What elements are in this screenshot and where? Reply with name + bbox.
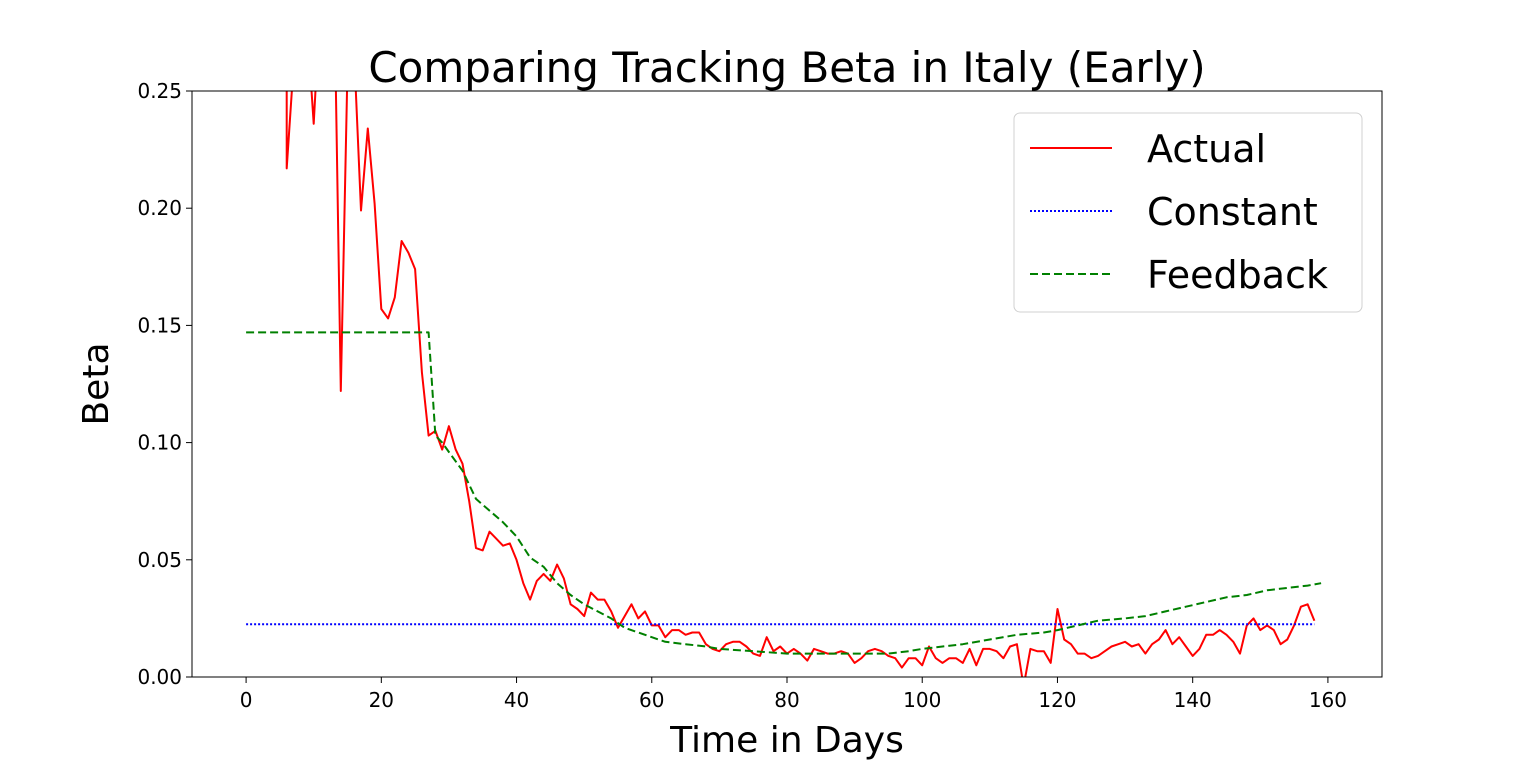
x-tick-label: 60 [639, 688, 664, 712]
x-tick-label: 40 [504, 688, 529, 712]
y-tick-label: 0.15 [137, 313, 182, 337]
legend-label: Actual [1147, 127, 1266, 171]
x-tick-label: 0 [240, 688, 253, 712]
x-axis-title: Time in Days [669, 720, 904, 761]
y-axis-title: Beta [76, 342, 117, 425]
axes-layer: 0 20 40 60 80 100 120 140 160 0.00 0.05 0.10 0.15 0.2… [137, 79, 1383, 712]
y-tick-label: 0.25 [137, 79, 182, 103]
legend-box [1013, 112, 1363, 313]
x-tick-label: 120 [1038, 688, 1076, 712]
legend-label: Feedback [1147, 253, 1328, 297]
y-tick-label: 0.20 [137, 196, 182, 220]
x-tick-label: 80 [774, 688, 799, 712]
legend: Actual Constant Feedback [1013, 112, 1363, 313]
chart-title: Comparing Tracking Beta in Italy (Early) [368, 43, 1205, 92]
x-tick-label: 20 [369, 688, 394, 712]
series-layer [246, 91, 1322, 677]
y-tick-label: 0.00 [137, 665, 182, 689]
y-tick-label: 0.10 [137, 431, 182, 455]
y-tick-label: 0.05 [137, 548, 182, 572]
x-tick-label: 160 [1309, 688, 1347, 712]
x-tick-label: 140 [1174, 688, 1212, 712]
series-line-feedback [246, 331, 1322, 655]
legend-label: Constant [1147, 190, 1318, 234]
x-tick-label: 100 [903, 688, 941, 712]
